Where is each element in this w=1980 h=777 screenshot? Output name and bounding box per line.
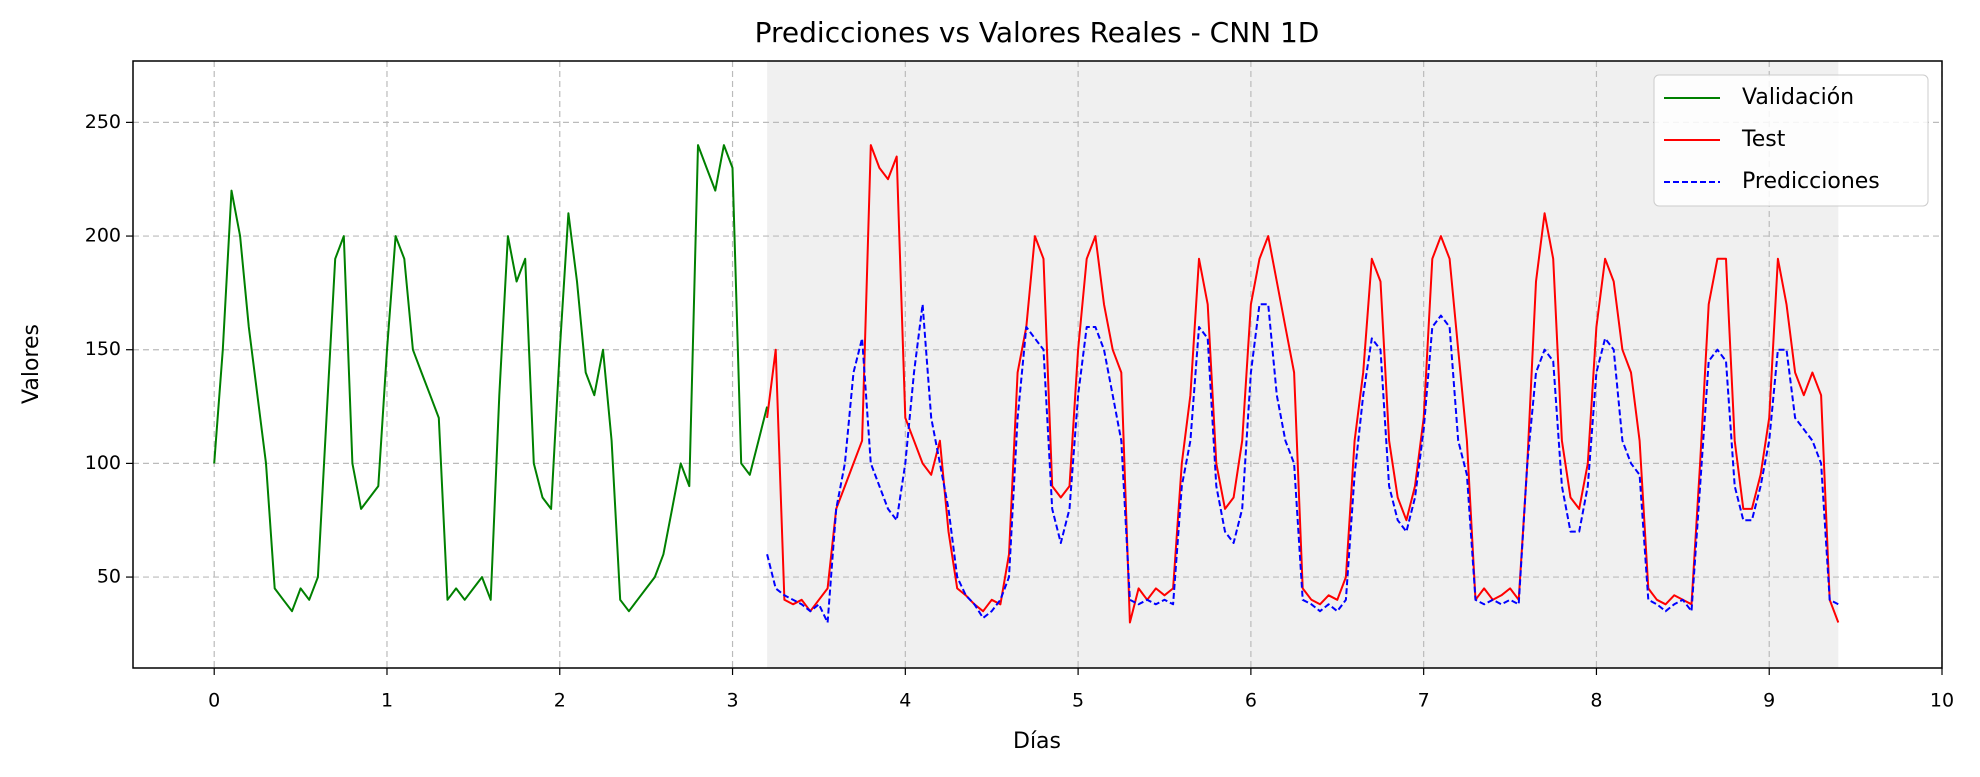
x-tick-label: 10 bbox=[1930, 690, 1954, 712]
x-tick-label: 0 bbox=[208, 690, 220, 712]
x-axis-label: Días bbox=[1013, 729, 1061, 754]
x-tick-label: 5 bbox=[1072, 690, 1084, 712]
series-line bbox=[766, 144, 1840, 624]
legend-label: Predicciones bbox=[1742, 169, 1880, 194]
series-line bbox=[766, 303, 1839, 624]
y-tick-label: 50 bbox=[97, 566, 121, 588]
chart-title: Predicciones vs Valores Reales - CNN 1D bbox=[755, 16, 1320, 49]
legend: Validación Test Predicciones bbox=[1653, 74, 1929, 207]
y-tick-label: 150 bbox=[85, 338, 121, 360]
x-tick-label: 3 bbox=[726, 690, 738, 712]
x-tick-label: 1 bbox=[381, 690, 393, 712]
x-tick-label: 8 bbox=[1590, 690, 1602, 712]
y-axis-label: Valores bbox=[19, 324, 44, 404]
x-tick-label: 6 bbox=[1245, 690, 1257, 712]
series-line bbox=[213, 144, 769, 613]
legend-label: Validación bbox=[1742, 85, 1854, 110]
x-tick-label: 4 bbox=[899, 690, 911, 712]
y-tick-label: 250 bbox=[85, 111, 121, 133]
legend-box bbox=[1653, 74, 1929, 207]
y-tick-label: 100 bbox=[85, 452, 121, 474]
x-tick-label: 7 bbox=[1418, 690, 1430, 712]
y-tick-label: 200 bbox=[85, 225, 121, 247]
x-tick-label: 2 bbox=[554, 690, 566, 712]
x-tick-label: 9 bbox=[1763, 690, 1775, 712]
axes-frame bbox=[132, 60, 1943, 669]
legend-label: Test bbox=[1741, 127, 1786, 152]
